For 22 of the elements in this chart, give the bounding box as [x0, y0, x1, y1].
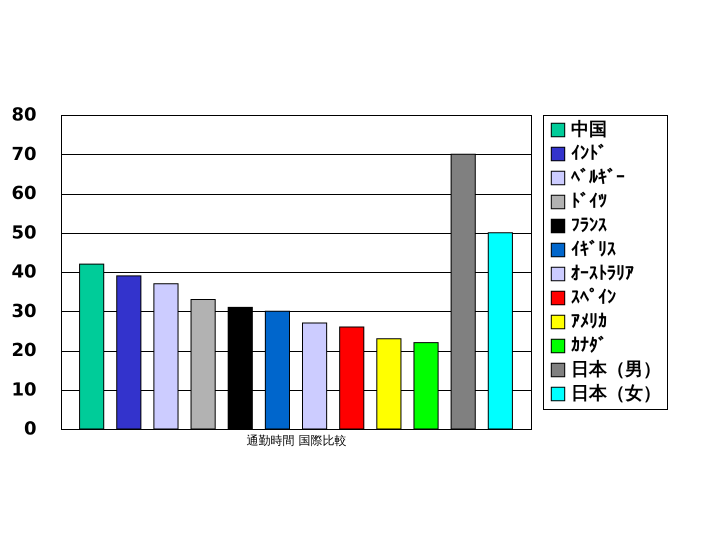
legend-label: 日本（男） — [571, 359, 661, 380]
y-tick-label: 10 — [11, 379, 36, 400]
legend-label: ｲｷﾞﾘｽ — [571, 239, 616, 260]
y-tick-label: 40 — [11, 262, 36, 282]
y-tick-label: 20 — [11, 340, 36, 361]
legend-label: ﾍﾞﾙｷﾞｰ — [571, 167, 625, 188]
legend-label: ｶﾅﾀﾞ — [571, 335, 607, 356]
legend-label: ｵｰｽﾄﾗﾘｱ — [571, 263, 634, 284]
y-tick-label: 30 — [11, 300, 36, 322]
legend-label: ｲﾝﾄﾞ — [571, 143, 607, 164]
y-tick-label: 60 — [11, 183, 36, 204]
legend-label: 日本（女） — [571, 383, 661, 404]
y-tick-label: 0 — [24, 418, 36, 440]
legend-label: ｱﾒﾘｶ — [571, 311, 607, 332]
y-tick-label: 50 — [11, 222, 36, 244]
y-tick-label: 70 — [11, 144, 36, 165]
x-tick-label: 通勤時間 国際比較 — [246, 434, 346, 448]
legend-label: ﾄﾞｲﾂ — [571, 191, 607, 212]
legend-label: 中国 — [571, 119, 607, 140]
legend-label: ｽﾍﾟｲﾝ — [571, 287, 616, 308]
y-tick-label: 80 — [11, 104, 36, 126]
legend-label: ﾌﾗﾝｽ — [571, 215, 607, 236]
